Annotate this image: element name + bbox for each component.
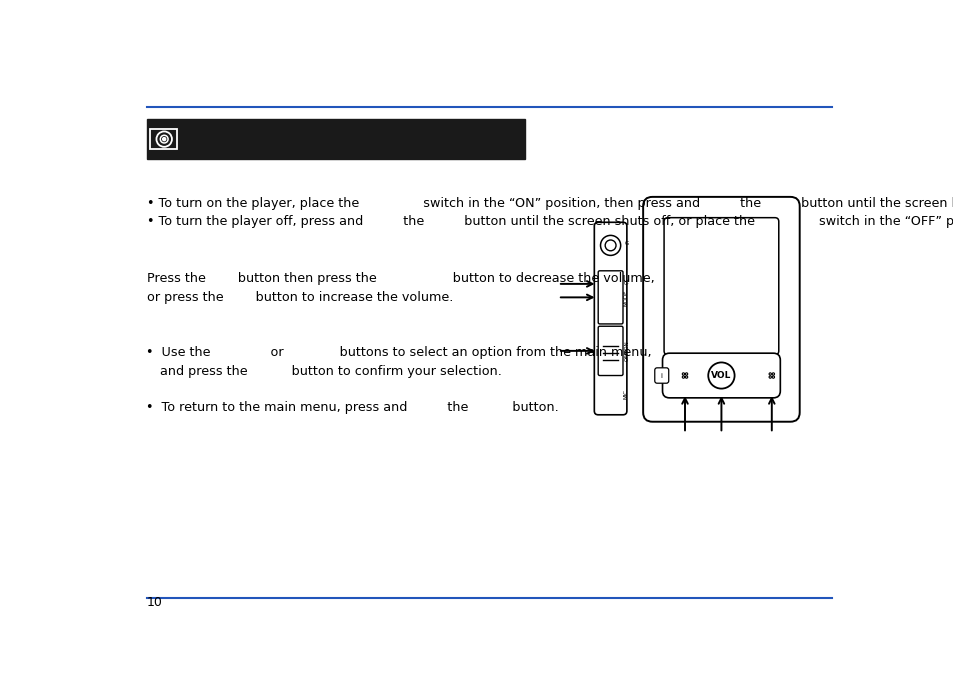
FancyBboxPatch shape (654, 368, 668, 384)
Text: Press the        button then press the                   button to decrease the : Press the button then press the button t… (147, 272, 654, 285)
Bar (150, 129, 176, 149)
FancyBboxPatch shape (598, 271, 622, 324)
FancyBboxPatch shape (663, 218, 778, 354)
Text: • To turn the player off, press and          the          button until the scree: • To turn the player off, press and the … (147, 216, 953, 228)
FancyBboxPatch shape (642, 197, 799, 422)
Text: •  To return to the main menu, press and          the           button.: • To return to the main menu, press and … (146, 401, 558, 414)
Text: i: i (660, 372, 662, 379)
Text: •  Use the               or              buttons to select an option from the ma: • Use the or buttons to select an option… (146, 346, 651, 359)
Circle shape (162, 138, 166, 141)
Text: OFF/ON: OFF/ON (623, 341, 628, 361)
Bar (147, 119, 524, 159)
FancyBboxPatch shape (598, 326, 622, 375)
Text: and press the           button to confirm your selection.: and press the button to confirm your sel… (159, 365, 501, 378)
Text: G: G (624, 241, 628, 247)
Bar (606, 281, 614, 287)
Text: MODE: MODE (623, 289, 628, 305)
Text: • To turn on the player, place the                switch in the “ON” position, t: • To turn on the player, place the switc… (147, 197, 953, 210)
FancyBboxPatch shape (594, 223, 626, 415)
Circle shape (707, 363, 734, 388)
Text: or press the        button to increase the volume.: or press the button to increase the volu… (147, 291, 453, 304)
Text: MIC: MIC (623, 389, 628, 399)
Text: C-: C- (623, 281, 629, 286)
Text: 10: 10 (147, 596, 163, 609)
FancyBboxPatch shape (661, 353, 780, 398)
Text: VOL: VOL (711, 371, 731, 380)
